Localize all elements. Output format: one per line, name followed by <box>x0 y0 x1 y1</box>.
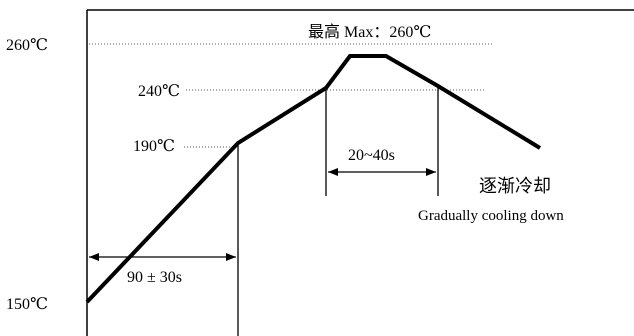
label-260: 260℃ <box>6 37 48 54</box>
label-window-20-40s: 20~40s <box>348 147 395 164</box>
label-cooling-cn: 逐渐冷却 <box>479 176 551 196</box>
label-window-90s: 90 ± 30s <box>127 269 182 286</box>
temperature-profile-curve <box>85 54 542 304</box>
label-peak: 最高 Max：260℃ <box>308 23 431 41</box>
label-cooling-en: Gradually cooling down <box>418 208 564 224</box>
label-150: 150℃ <box>6 296 48 313</box>
label-240: 240℃ <box>138 83 180 100</box>
label-190: 190℃ <box>133 138 175 155</box>
